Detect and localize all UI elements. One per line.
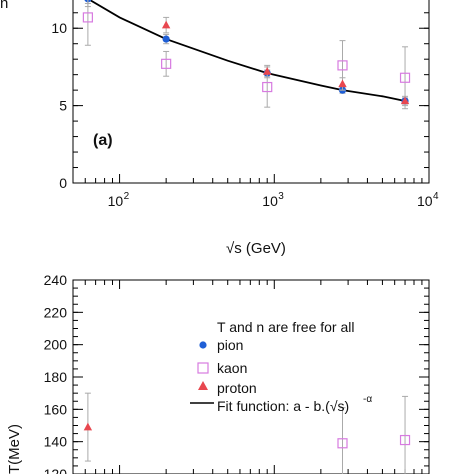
panel-b-y-tick-labels: 120 140 160 180 200 220 240: [44, 272, 68, 474]
legend-pion-marker: [199, 341, 207, 349]
legend-fit-label: Fit function: a - b.(√s): [217, 398, 349, 414]
panel-b-axis-ticks: [72, 279, 430, 474]
legend-kaon-label: kaon: [217, 360, 247, 376]
x-tick-label-base: 10: [417, 193, 433, 209]
kaon-point: [399, 434, 411, 446]
legend-fit-exponent: -α: [363, 394, 372, 405]
proton-point: [400, 96, 410, 105]
x-tick-label-exponent: 4: [433, 191, 439, 202]
y-tick-label: 10: [51, 20, 67, 36]
pion-point: [162, 35, 170, 43]
panel-b-y-axis-title: T(MeV): [6, 424, 23, 474]
y-tick-label: 0: [59, 175, 67, 191]
panel-a-x-axis-title: √s (GeV): [226, 240, 286, 257]
legend-kaon-marker: [197, 362, 209, 374]
panel-b-frame: [72, 279, 430, 474]
x-tick-label-base: 10: [262, 193, 278, 209]
panel-a-label: (a): [93, 132, 113, 149]
y-tick-label: 240: [44, 272, 68, 288]
fit-curve-line: [88, 0, 406, 102]
panel-b: 120 140 160 180 200 220 240 T(MeV) T and n are…: [6, 272, 430, 474]
y-tick-label: 120: [44, 466, 68, 474]
legend-header: T and n are free for all: [217, 319, 354, 335]
y-tick-label: 5: [59, 98, 67, 114]
proton-point: [161, 20, 171, 29]
panel-a-fit-curve: [88, 0, 406, 102]
panel-a-axis-ticks: [72, 12, 430, 184]
legend-proton-label: proton: [217, 380, 257, 396]
y-tick-label: 180: [44, 369, 68, 385]
y-tick-label: 220: [44, 304, 68, 320]
panel-a-frame: [72, 0, 430, 184]
kaon-point: [399, 72, 411, 83]
kaon-point: [337, 438, 348, 449]
panel-a-plot-frame: [72, 0, 430, 184]
proton-point: [338, 79, 347, 88]
x-tick-label-exponent: 2: [124, 191, 130, 202]
legend: T and n are free for all pion kaon proto…: [190, 319, 372, 414]
x-tick-label-exponent: 3: [278, 191, 284, 202]
proton-point: [263, 67, 272, 75]
y-tick-label: 140: [44, 434, 68, 450]
legend-pion-label: pion: [217, 337, 243, 353]
legend-proton-marker: [198, 381, 208, 390]
kaon-point: [161, 58, 172, 69]
panel-a-y-tick-labels: 0 5 10: [51, 20, 67, 191]
panel-b-plot-frame: [72, 279, 430, 474]
kaon-point: [337, 60, 348, 71]
kaon-point: [82, 12, 93, 23]
y-tick-label: 200: [44, 337, 68, 353]
y-tick-label: 160: [44, 401, 68, 417]
panel-a-y-axis-title: n: [0, 0, 8, 12]
panel-b-data-points: [83, 392, 411, 474]
panel-a-data-points: [82, 0, 411, 110]
x-tick-label-base: 10: [108, 193, 124, 209]
kaon-point: [262, 81, 273, 93]
panel-a-x-tick-labels: 10 2 10 3 10 4: [108, 191, 439, 209]
proton-point: [83, 422, 93, 431]
